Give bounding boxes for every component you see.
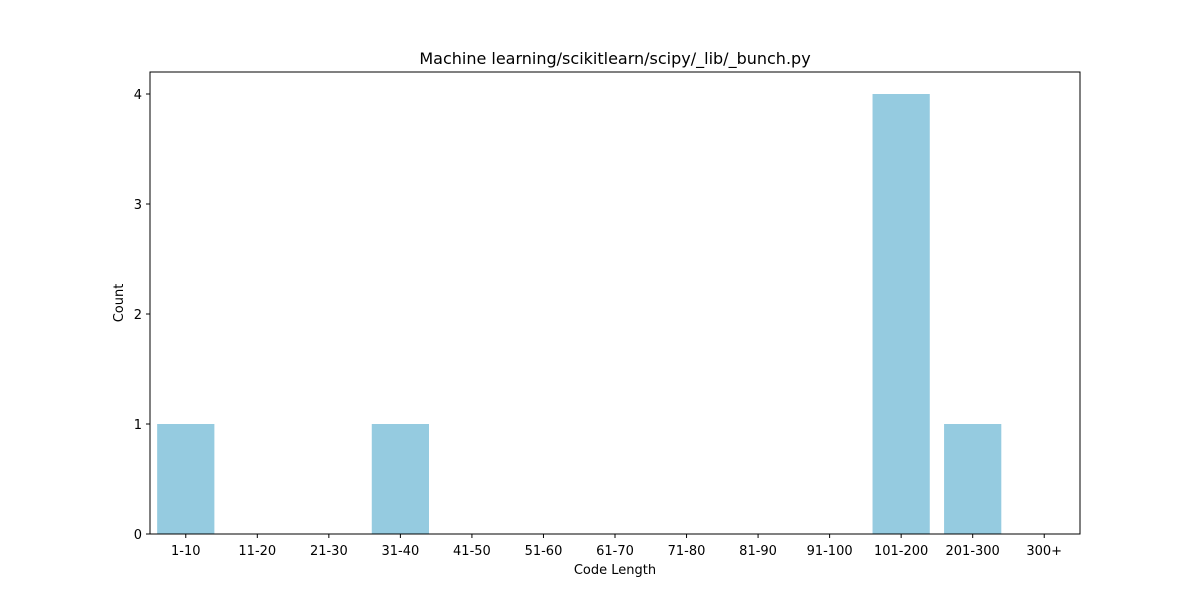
x-tick-label: 201-300 xyxy=(946,544,1000,559)
plot-frame xyxy=(149,71,1081,535)
y-axis-ticks: 0 1 2 3 4 xyxy=(134,88,150,543)
bar-1-10 xyxy=(157,424,215,534)
y-tick-label: 3 xyxy=(134,198,142,213)
bars-group xyxy=(157,94,1002,534)
x-tick-label: 1-10 xyxy=(171,544,201,559)
y-tick-label: 1 xyxy=(134,418,142,433)
x-tick-label: 300+ xyxy=(1026,544,1062,559)
x-tick-label: 11-20 xyxy=(238,544,276,559)
x-tick-label: 41-50 xyxy=(453,544,491,559)
x-tick-label: 101-200 xyxy=(874,544,928,559)
y-tick-label: 2 xyxy=(134,308,142,323)
x-tick-label: 91-100 xyxy=(807,544,853,559)
x-tick-label: 21-30 xyxy=(310,544,348,559)
x-axis-ticks: 1-10 11-20 21-30 31-40 41-50 51-60 61-70 71-80 8… xyxy=(171,534,1062,559)
x-tick-label: 51-60 xyxy=(525,544,563,559)
y-tick-label: 4 xyxy=(134,88,142,103)
x-axis-label: Code Length xyxy=(574,563,656,578)
bar-201-300 xyxy=(944,424,1002,534)
y-tick-label: 0 xyxy=(134,528,142,543)
bar-31-40 xyxy=(371,424,429,534)
chart-title: Machine learning/scikitlearn/scipy/_lib/… xyxy=(419,49,810,69)
x-tick-label: 61-70 xyxy=(596,544,634,559)
x-tick-label: 31-40 xyxy=(381,544,419,559)
x-tick-label: 71-80 xyxy=(668,544,706,559)
bar-101-200 xyxy=(872,94,930,534)
x-tick-label: 81-90 xyxy=(739,544,777,559)
y-axis-label: Count xyxy=(112,284,127,323)
